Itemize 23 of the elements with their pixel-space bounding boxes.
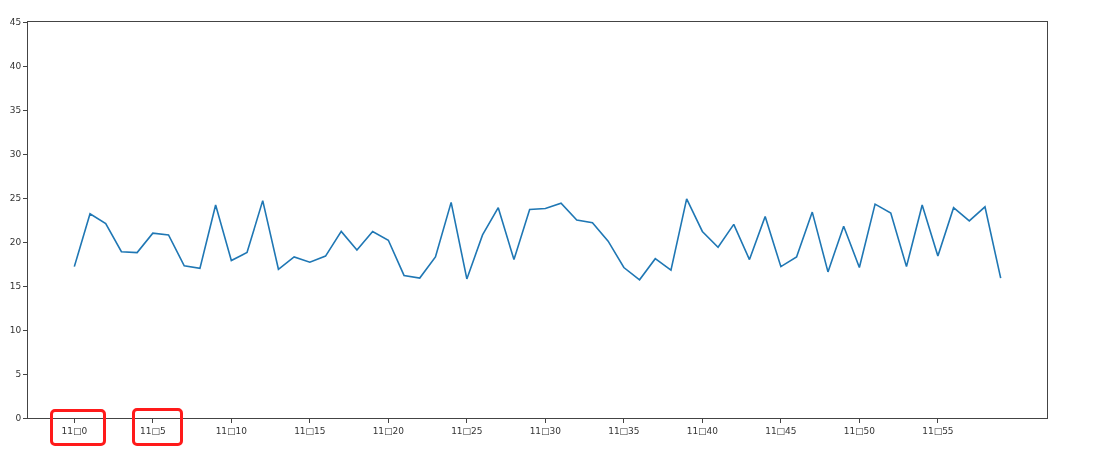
y-tick-label: 35 [9,105,22,116]
x-tick-label: 11□40 [686,425,719,436]
x-tick-label: 11□35 [608,425,640,436]
x-tick-label: 11□45 [765,425,797,436]
x-tick-label: 11□30 [529,425,562,436]
x-tick-label: 11□15 [294,425,326,436]
y-tick-label: 45 [9,17,22,28]
x-tick-label: 11□50 [843,425,876,436]
y-tick-label: 10 [9,325,22,336]
x-tick-label: 11□25 [451,425,483,436]
x-tick-label: 11□5 [139,425,166,436]
y-tick-label: 40 [9,61,22,72]
x-tick-label: 11□20 [372,425,405,436]
line-series [73,198,1002,281]
x-tick-label: 11□10 [215,425,248,436]
y-tick-label: 5 [15,369,22,380]
y-tick-label: 15 [9,281,22,292]
y-tick-label: 20 [9,237,22,248]
y-tick-label: 30 [9,149,22,160]
y-tick-label: 25 [9,193,22,204]
x-tick-label: 11□0 [61,425,88,436]
x-tick-label: 11□55 [922,425,954,436]
y-tick-label: 0 [15,413,22,424]
